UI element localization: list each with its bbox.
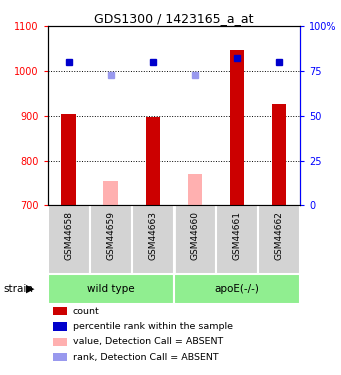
Text: value, Detection Call = ABSENT: value, Detection Call = ABSENT [73, 338, 223, 346]
Text: count: count [73, 307, 100, 316]
Bar [48, 274, 174, 303]
Bar [103, 181, 118, 206]
Text: GSM44659: GSM44659 [106, 211, 115, 260]
Text: wild type: wild type [87, 284, 135, 294]
Bar [53, 353, 66, 362]
Bar [258, 206, 300, 274]
Bar [272, 104, 286, 206]
Bar [174, 274, 300, 303]
Title: GDS1300 / 1423165_a_at: GDS1300 / 1423165_a_at [94, 12, 254, 25]
Bar [216, 206, 258, 274]
Text: percentile rank within the sample: percentile rank within the sample [73, 322, 233, 331]
Bar [229, 50, 244, 206]
Text: GSM44660: GSM44660 [190, 211, 199, 260]
Text: GSM44658: GSM44658 [64, 211, 73, 260]
Bar [48, 206, 90, 274]
Text: GSM44663: GSM44663 [148, 211, 158, 260]
Bar [146, 117, 160, 206]
Text: GSM44661: GSM44661 [233, 211, 241, 260]
Text: rank, Detection Call = ABSENT: rank, Detection Call = ABSENT [73, 353, 219, 362]
Bar [53, 338, 66, 346]
Text: apoE(-/-): apoE(-/-) [214, 284, 260, 294]
Bar [132, 206, 174, 274]
Text: ▶: ▶ [26, 284, 34, 294]
Bar [188, 174, 202, 206]
Text: GSM44662: GSM44662 [275, 211, 284, 260]
Bar [90, 206, 132, 274]
Bar [61, 114, 76, 206]
Text: strain: strain [3, 284, 33, 294]
Bar [53, 322, 66, 331]
Bar [53, 307, 66, 315]
Bar [174, 206, 216, 274]
